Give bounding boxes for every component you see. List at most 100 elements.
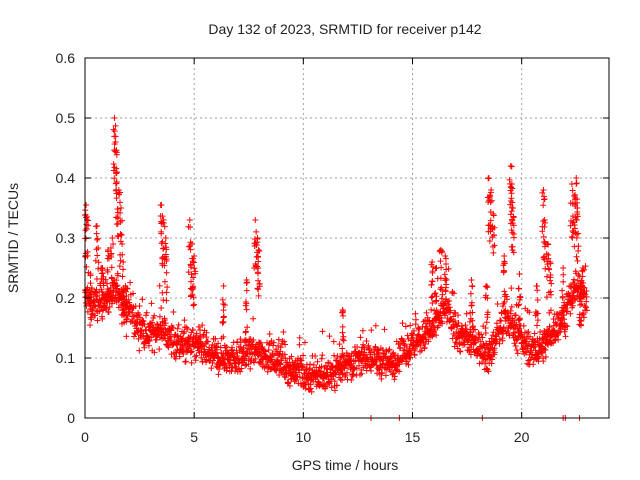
data-point xyxy=(412,310,419,317)
y-tick-label: 0.2 xyxy=(56,290,76,306)
data-point xyxy=(508,208,515,215)
data-point xyxy=(582,304,589,311)
data-point xyxy=(348,353,355,360)
data-point xyxy=(151,349,158,356)
data-point xyxy=(269,351,276,358)
data-point xyxy=(94,236,101,243)
data-point xyxy=(158,305,165,312)
data-point xyxy=(437,258,444,265)
data-point xyxy=(140,330,147,337)
data-point xyxy=(270,342,277,349)
data-point xyxy=(386,346,393,353)
data-point xyxy=(203,329,210,336)
data-point xyxy=(187,224,194,231)
data-point xyxy=(94,317,101,324)
data-point xyxy=(540,358,547,365)
data-point xyxy=(533,322,540,329)
data-point xyxy=(84,308,91,315)
y-tick-label: 0 xyxy=(67,410,75,426)
data-point xyxy=(348,360,355,367)
data-point xyxy=(247,336,254,343)
data-point xyxy=(173,340,180,347)
data-point xyxy=(275,336,282,343)
data-point xyxy=(145,342,152,349)
data-point xyxy=(540,202,547,209)
data-point xyxy=(374,346,381,353)
x-tick-label: 5 xyxy=(190,429,198,445)
data-point xyxy=(340,337,347,344)
data-point xyxy=(288,353,295,360)
data-point xyxy=(83,202,90,208)
data-point xyxy=(242,362,249,369)
data-point xyxy=(332,387,339,394)
data-point xyxy=(114,272,121,279)
data-point xyxy=(254,269,261,276)
data-point xyxy=(107,244,114,251)
data-point xyxy=(259,361,266,368)
data-point xyxy=(94,252,101,259)
data-point xyxy=(164,284,171,291)
data-point xyxy=(141,344,148,351)
data-point xyxy=(265,347,272,354)
y-tick-label: 0.6 xyxy=(56,50,76,66)
data-point xyxy=(161,332,168,339)
data-point xyxy=(432,290,439,297)
data-point xyxy=(111,133,118,140)
data-point xyxy=(275,342,282,349)
data-point xyxy=(339,329,346,336)
data-point xyxy=(242,329,249,336)
data-point xyxy=(533,283,540,289)
data-point xyxy=(491,242,498,249)
data-point xyxy=(577,321,584,328)
data-point xyxy=(484,284,491,291)
data-point xyxy=(241,357,248,364)
data-point xyxy=(442,255,449,262)
data-point xyxy=(334,353,341,360)
data-point xyxy=(282,341,289,348)
data-point xyxy=(441,271,448,278)
data-point xyxy=(111,128,118,135)
data-point xyxy=(237,339,244,346)
data-point xyxy=(186,217,193,223)
data-point xyxy=(428,306,435,313)
data-point xyxy=(251,359,258,366)
data-point xyxy=(190,302,197,309)
x-tick-label: 0 xyxy=(81,429,89,445)
data-point xyxy=(112,148,119,155)
data-point xyxy=(187,246,194,253)
data-point xyxy=(358,348,365,355)
data-point xyxy=(124,315,131,322)
data-point xyxy=(230,350,237,357)
data-point xyxy=(233,365,240,372)
data-point xyxy=(443,260,450,267)
data-point xyxy=(428,294,435,301)
data-point xyxy=(339,323,346,330)
data-point xyxy=(123,333,130,340)
data-point xyxy=(193,330,200,337)
data-point xyxy=(250,337,257,344)
data-point xyxy=(139,296,146,303)
data-point xyxy=(111,115,118,121)
data-point xyxy=(237,368,244,375)
data-point xyxy=(130,290,137,297)
data-point xyxy=(247,365,254,372)
data-point xyxy=(541,217,548,223)
data-point xyxy=(326,380,333,387)
data-point xyxy=(390,370,397,377)
data-point xyxy=(512,343,519,350)
data-point xyxy=(238,365,245,372)
data-point xyxy=(328,376,335,383)
data-point xyxy=(257,339,264,346)
data-point xyxy=(158,202,165,208)
data-point xyxy=(199,322,206,329)
data-point xyxy=(574,257,581,264)
data-point xyxy=(176,353,183,360)
data-point xyxy=(508,190,515,197)
data-point xyxy=(337,376,344,383)
data-point xyxy=(286,382,293,389)
data-point xyxy=(546,266,553,273)
data-point xyxy=(159,289,166,296)
data-point xyxy=(136,347,143,354)
data-point xyxy=(333,357,340,364)
data-point xyxy=(195,323,202,330)
